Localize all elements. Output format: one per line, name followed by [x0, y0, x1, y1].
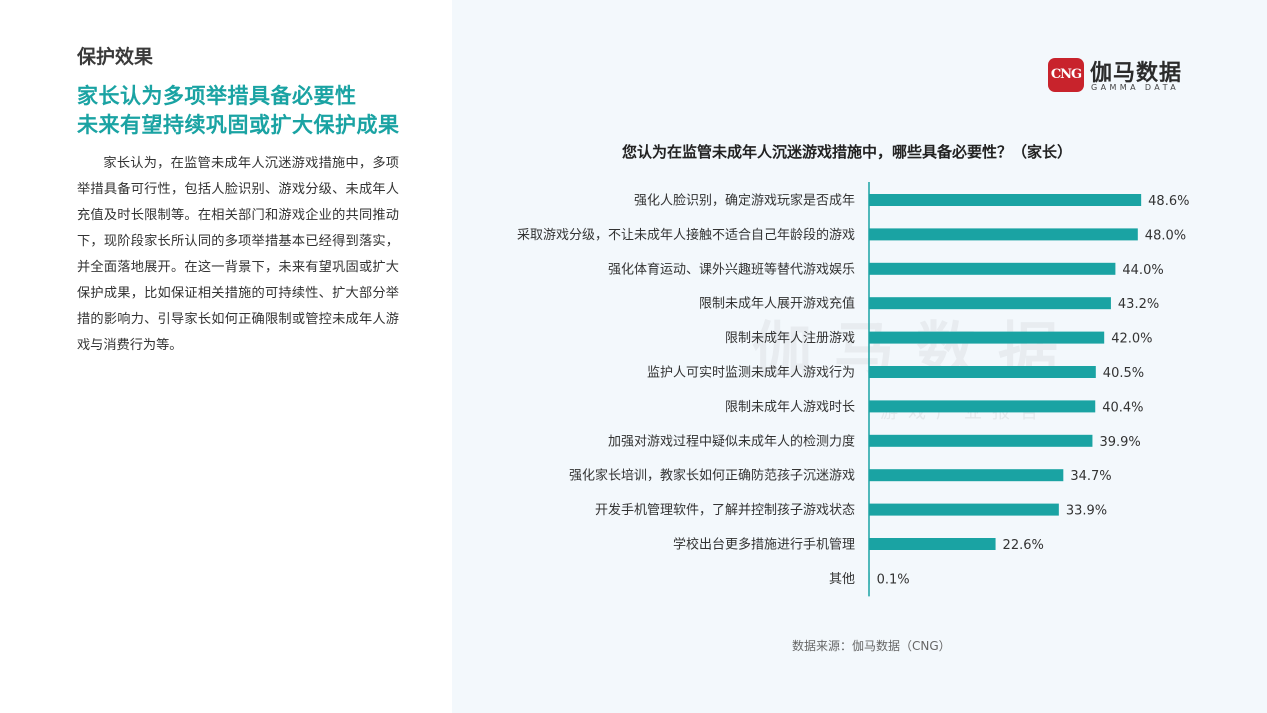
value-label: 34.7%	[1070, 469, 1111, 484]
bars-layer: 强化人脸识别，确定游戏玩家是否成年 48.6% 采取游戏分级，不让未成年人接触不适合…	[517, 182, 1189, 597]
body-text: 家长认为，在监管未成年人沉迷游戏措施中，多项举措具备可行性，包括人脸识别、游戏分…	[77, 156, 399, 353]
logo-mark: CNG	[1048, 58, 1084, 92]
bar	[869, 228, 1138, 241]
value-label: 48.6%	[1148, 194, 1189, 209]
category-label: 强化体育运动、课外兴趣班等替代游戏娱乐	[608, 261, 855, 277]
headline: 家长认为多项举措具备必要性 未来有望持续巩固或扩大保护成果	[77, 82, 400, 140]
bar	[869, 503, 1059, 516]
bar	[869, 297, 1111, 310]
category-label: 限制未成年人注册游戏	[725, 331, 855, 346]
value-label: 39.9%	[1099, 435, 1140, 450]
value-label: 40.5%	[1103, 366, 1144, 381]
data-source: 数据来源：伽马数据（CNG）	[792, 639, 951, 653]
value-label: 33.9%	[1066, 504, 1107, 519]
right-panel	[452, 0, 1267, 713]
logo-name-en: GAMMA DATA	[1091, 83, 1180, 92]
bar	[869, 572, 870, 585]
value-label: 40.4%	[1102, 400, 1143, 415]
value-label: 43.2%	[1118, 297, 1159, 312]
category-label: 强化家长培训，教家长如何正确防范孩子沉迷游戏	[569, 468, 855, 484]
bar-chart: 强化人脸识别，确定游戏玩家是否成年 48.6% 采取游戏分级，不让未成年人接触不适合…	[517, 182, 1189, 597]
chart-title: 您认为在监管未成年人沉迷游戏措施中，哪些具备必要性？（家长）	[622, 143, 1073, 161]
category-label: 监护人可实时监测未成年人游戏行为	[647, 366, 855, 381]
bar	[869, 194, 1142, 206]
bar	[869, 366, 1096, 378]
bar	[869, 331, 1105, 344]
bar	[869, 434, 1093, 447]
bar	[869, 538, 996, 550]
headline-line-2: 未来有望持续巩固或扩大保护成果	[77, 113, 400, 137]
section-label: 保护效果	[77, 46, 154, 68]
category-label: 其他	[829, 572, 855, 587]
category-label: 采取游戏分级，不让未成年人接触不适合自己年龄段的游戏	[517, 227, 855, 243]
value-label: 44.0%	[1122, 263, 1163, 278]
bar	[869, 262, 1116, 275]
category-label: 加强对游戏过程中疑似未成年人的检测力度	[608, 433, 855, 449]
logo: CNG 伽马数据 GAMMA DATA	[1048, 56, 1198, 96]
category-label: 开发手机管理软件，了解并控制孩子游戏状态	[595, 502, 855, 518]
value-label: 42.0%	[1111, 332, 1152, 347]
value-label: 22.6%	[1003, 538, 1044, 553]
left-panel: 保护效果 家长认为多项举措具备必要性 未来有望持续巩固或扩大保护成果 家长认为，…	[0, 0, 452, 713]
category-label: 强化人脸识别，确定游戏玩家是否成年	[634, 193, 855, 209]
category-label: 限制未成年人游戏时长	[725, 400, 855, 415]
bar	[869, 400, 1096, 413]
logo-name-cn: 伽马数据	[1090, 61, 1183, 86]
value-label: 48.0%	[1145, 228, 1186, 243]
value-label: 0.1%	[877, 572, 910, 587]
category-label: 学校出台更多措施进行手机管理	[673, 537, 855, 553]
bar	[869, 469, 1064, 482]
headline-line-1: 家长认为多项举措具备必要性	[77, 84, 357, 108]
category-label: 限制未成年人展开游戏充值	[699, 296, 855, 312]
